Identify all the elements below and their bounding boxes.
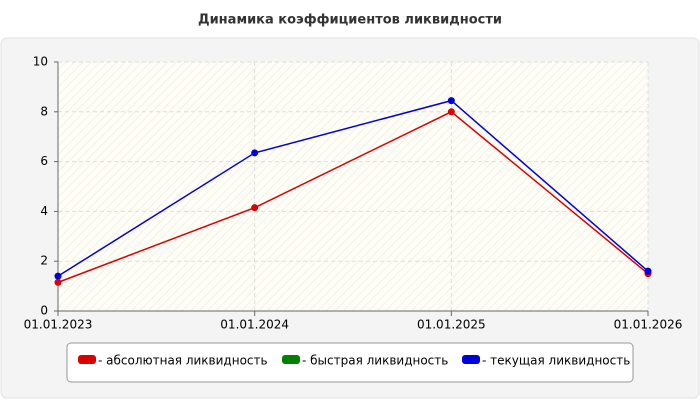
chart-title: Динамика коэффициентов ликвидности [198, 13, 502, 28]
legend-swatch [78, 355, 96, 364]
data-point [54, 278, 62, 286]
x-tick-label: 01.01.2026 [614, 318, 683, 332]
y-tick-label: 10 [33, 55, 48, 69]
data-point [447, 108, 455, 116]
data-point [54, 272, 62, 280]
data-point [447, 97, 455, 105]
x-tick-label: 01.01.2023 [24, 318, 93, 332]
data-point [251, 149, 259, 157]
legend-swatch [282, 355, 300, 364]
legend-swatch [462, 355, 480, 364]
legend [66, 342, 634, 383]
y-tick-label: 2 [40, 254, 48, 268]
x-tick-label: 01.01.2024 [220, 318, 289, 332]
series-line [57, 99, 649, 277]
y-tick-label: 8 [40, 104, 48, 118]
series-line [57, 110, 649, 284]
legend-label: - абсолютная ликвидность [98, 354, 268, 368]
data-point [251, 204, 259, 212]
y-tick-label: 6 [40, 154, 48, 168]
y-tick-label: 4 [40, 204, 48, 218]
legend-label: - текущая ликвидность [482, 354, 630, 368]
plot-area [58, 62, 648, 311]
x-tick-label: 01.01.2025 [417, 318, 486, 332]
data-point [644, 267, 652, 275]
legend-label: - быстрая ликвидность [302, 354, 448, 368]
y-tick-label: 0 [40, 304, 48, 318]
